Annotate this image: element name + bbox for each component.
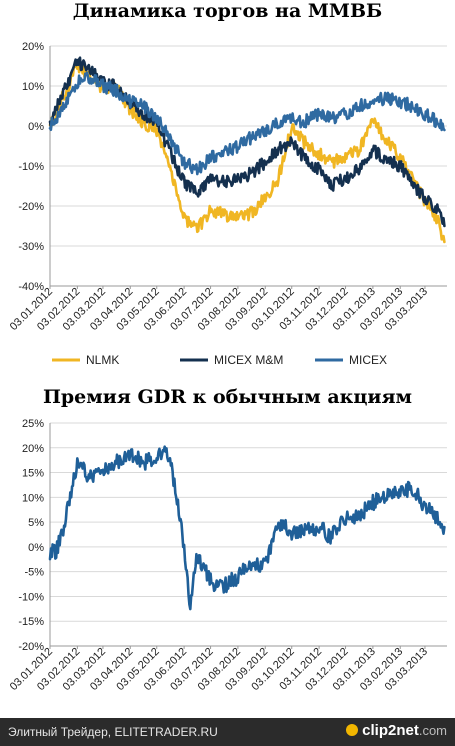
chart-2-title: Премия GDR к обычным акциям bbox=[42, 386, 413, 408]
footer-bar: Элитный Трейдер, ELITETRADER.RU clip2net… bbox=[0, 718, 455, 746]
y-tick-label: 15% bbox=[22, 468, 44, 480]
y-tick-label: -10% bbox=[18, 591, 44, 603]
y-tick-label: 0% bbox=[28, 121, 44, 133]
y-tick-label: 5% bbox=[28, 517, 44, 529]
y-tick-label: 20% bbox=[22, 41, 44, 53]
footer-source: Элитный Трейдер, ELITETRADER.RU bbox=[8, 725, 218, 739]
chart-1-title: Динамика торгов на ММВБ bbox=[72, 0, 383, 22]
logo-suffix: .com bbox=[418, 723, 447, 738]
y-tick-label: 25% bbox=[22, 418, 44, 430]
logo-main: clip2net bbox=[362, 722, 419, 739]
y-tick-label: 0% bbox=[28, 542, 44, 554]
clip2net-logo-icon bbox=[346, 724, 359, 736]
charts-canvas: 20%10%0%-10%-20%-30%-40%03.01.201203.02.… bbox=[8, 41, 447, 693]
y-tick-label: -20% bbox=[18, 641, 44, 653]
y-tick-label: -15% bbox=[18, 616, 44, 628]
legend-label: MICEX bbox=[349, 353, 387, 367]
series-line-micex bbox=[48, 71, 446, 176]
y-tick-label: -20% bbox=[18, 201, 44, 213]
legend-label: NLMK bbox=[86, 353, 119, 367]
y-tick-label: 20% bbox=[22, 443, 44, 455]
y-tick-label: 10% bbox=[22, 492, 44, 504]
y-tick-label: -30% bbox=[18, 241, 44, 253]
clip2net-logo: clip2net.com bbox=[346, 722, 447, 739]
series-line-gdr-premium bbox=[48, 445, 446, 611]
y-tick-label: -10% bbox=[18, 161, 44, 173]
y-tick-label: -5% bbox=[24, 567, 44, 579]
y-tick-label: -40% bbox=[18, 281, 44, 293]
y-tick-label: 10% bbox=[22, 81, 44, 93]
legend-label: MICEX M&M bbox=[214, 353, 283, 367]
